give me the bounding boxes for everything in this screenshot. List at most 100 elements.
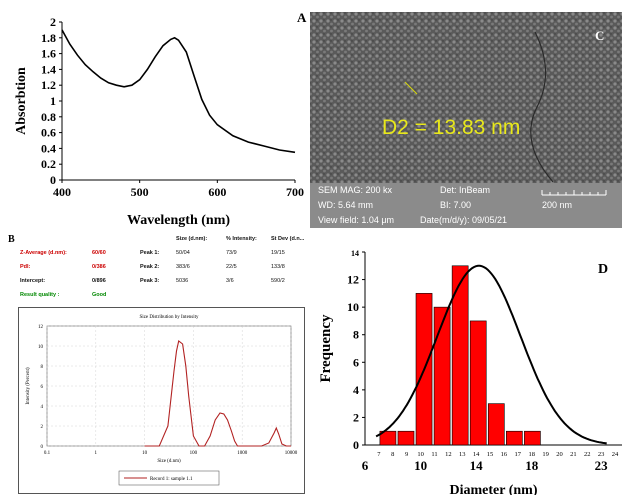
- y-tick-label: 12: [347, 273, 359, 287]
- y-tick-label: 10: [347, 300, 359, 314]
- histogram-bar: [451, 265, 469, 446]
- y-axis-title: Absorbtion: [14, 67, 29, 135]
- sem-scale-bar: [541, 190, 607, 196]
- histogram-bar: [379, 430, 397, 446]
- y-tick-label: 0: [50, 173, 56, 187]
- y-tick-label: 12: [38, 325, 44, 330]
- y-axis-title: Intensity (Percent): [26, 367, 31, 404]
- y-tick-label: 1.6: [41, 47, 56, 61]
- dls-peak-size: 5036: [176, 278, 189, 284]
- minor-x-tick-label: 9: [405, 451, 408, 458]
- x-tick-label: 400: [53, 185, 71, 199]
- y-tick-label: 0: [41, 445, 44, 450]
- absorbance-curve: [61, 29, 296, 154]
- panel-label-a: A: [297, 10, 307, 25]
- y-tick-label: 2: [50, 15, 56, 29]
- panel-label-c: C: [595, 28, 605, 43]
- dls-peak-name: Peak 3:: [140, 278, 160, 284]
- y-tick-label: 1: [50, 94, 56, 108]
- minor-x-tick-label: 24: [612, 451, 619, 458]
- sem-view-field: View field: 1.04 μm: [318, 215, 395, 225]
- gaussian-fit-curve: [375, 264, 607, 445]
- minor-x-tick-label: 13: [459, 451, 466, 458]
- y-tick-label: 4: [41, 405, 44, 410]
- minor-x-tick-label: 21: [570, 451, 577, 458]
- x-tick-label: 10000: [285, 451, 298, 456]
- dls-value: 0/896: [92, 278, 106, 284]
- minor-x-tick-label: 20: [556, 451, 563, 458]
- sem-detector: Det: InBeam: [440, 185, 491, 195]
- dls-peak-intensity: 73/9: [226, 250, 237, 256]
- minor-x-tick-label: 18: [528, 451, 535, 458]
- dls-peak-stdev: 133/8: [271, 264, 285, 270]
- x-tick-label: 10: [142, 451, 148, 456]
- dls-value: Good: [92, 292, 107, 298]
- dls-column-header: Size (d.nm):: [176, 236, 208, 242]
- major-x-tick-label: 6: [362, 458, 369, 473]
- histogram-bar: [506, 430, 523, 446]
- major-x-tick-label: 14: [470, 458, 484, 473]
- y-axis-title: Frequency: [318, 314, 334, 383]
- dls-label: Z-Average (d.nm):: [20, 250, 67, 256]
- x-tick-label: 600: [208, 185, 226, 199]
- y-tick-label: 10: [38, 345, 44, 350]
- dls-peak-stdev: 19/15: [271, 250, 285, 256]
- panel-b-dls: B Z-Average (d.nm): 60/60 PdI: 0/386 Interce…: [0, 232, 310, 495]
- x-tick-label: 500: [131, 185, 149, 199]
- dls-label: Result quality :: [20, 292, 60, 298]
- panel-d-histogram: 0 2 4 6 8 10 12 14 7 8 9 10 11 12 13 14 15 16 17 18 19 20 21 22…: [310, 232, 625, 498]
- dls-chart-title: Size Distribution by Intensity: [139, 315, 199, 320]
- x-axis-title: Size (d.nm): [157, 459, 181, 464]
- legend-box: [118, 470, 220, 486]
- x-axis-title: Diameter (nm): [450, 483, 538, 495]
- sem-bi: BI: 7.00: [440, 200, 472, 210]
- histogram-bar: [524, 430, 541, 446]
- dls-value: 0/386: [92, 264, 106, 270]
- y-tick-label: 8: [353, 328, 359, 342]
- minor-x-tick-label: 7: [377, 451, 381, 458]
- minor-x-tick-label: 22: [584, 451, 591, 458]
- x-tick-label: 100: [190, 451, 198, 456]
- panel-label-b: B: [8, 234, 15, 245]
- sem-size-annotation: D2 = 13.83 nm: [382, 116, 521, 139]
- minor-x-tick-label: 16: [501, 451, 508, 458]
- y-tick-label: 1.8: [41, 31, 56, 45]
- dls-value: 60/60: [92, 250, 106, 256]
- major-x-tick-label: 10: [414, 458, 427, 473]
- y-tick-label: 6: [353, 355, 359, 369]
- y-tick-label: 4: [353, 383, 359, 397]
- dls-peak-size: 383/6: [176, 264, 190, 270]
- dls-plot-frame: Size Distribution by Intensity 0 2 4 6 8 10 12 0…: [18, 307, 305, 494]
- y-tick-label: 0: [353, 438, 359, 452]
- y-tick-label: 0.6: [41, 126, 56, 140]
- sem-info-bar: SEM MAG: 200 kx Det: InBeam WD: 5.64 mm …: [310, 183, 622, 228]
- panel-a-uv-vis: 0 0.2 0.4 0.6 0.8 1 1.2 1.4 1.6 1.8 2 400 500 600 700 W…: [0, 0, 307, 232]
- dls-peak-size: 50/04: [176, 250, 190, 256]
- dls-intensity-curve: [144, 340, 291, 447]
- uv-vis-chart: 0 0.2 0.40.6 0.8 1 1.2 1.41.6 1.8 2 400 500 600 700 W…: [14, 15, 304, 228]
- dls-peak-intensity: 3/6: [226, 278, 234, 284]
- x-tick-label: 0.1: [44, 451, 51, 456]
- y-tick-label: 2: [41, 425, 44, 430]
- sem-micrograph: [310, 12, 622, 183]
- histogram-bar: [469, 320, 487, 446]
- minor-x-tick-label: 14: [473, 451, 480, 458]
- sem-scale-label: 200 nm: [542, 200, 573, 210]
- x-tick-label: 700: [286, 185, 304, 199]
- minor-x-tick-label: 23: [598, 451, 605, 458]
- major-x-tick-label: 18: [525, 458, 539, 473]
- minor-x-tick-label: 10: [417, 451, 424, 458]
- y-tick-label: 0.2: [41, 157, 56, 171]
- dls-label: PdI:: [20, 264, 31, 270]
- legend-label: Record 1: sample 1.1: [150, 477, 193, 482]
- panel-label-d: D: [598, 262, 609, 277]
- panel-c-sem: C D2 = 13.83 nm SEM MAG: 200 kx Det: InB…: [305, 12, 625, 232]
- y-tick-label: 1.2: [41, 78, 56, 92]
- y-tick-label: 2: [353, 410, 359, 424]
- x-tick-label: 1000: [237, 451, 248, 456]
- dls-peak-intensity: 22/5: [226, 264, 237, 270]
- sem-magnification: SEM MAG: 200 kx: [318, 185, 393, 195]
- histogram-bar: [487, 403, 505, 446]
- dls-peak-name: Peak 1:: [140, 250, 160, 256]
- minor-x-tick-label: 17: [515, 451, 522, 458]
